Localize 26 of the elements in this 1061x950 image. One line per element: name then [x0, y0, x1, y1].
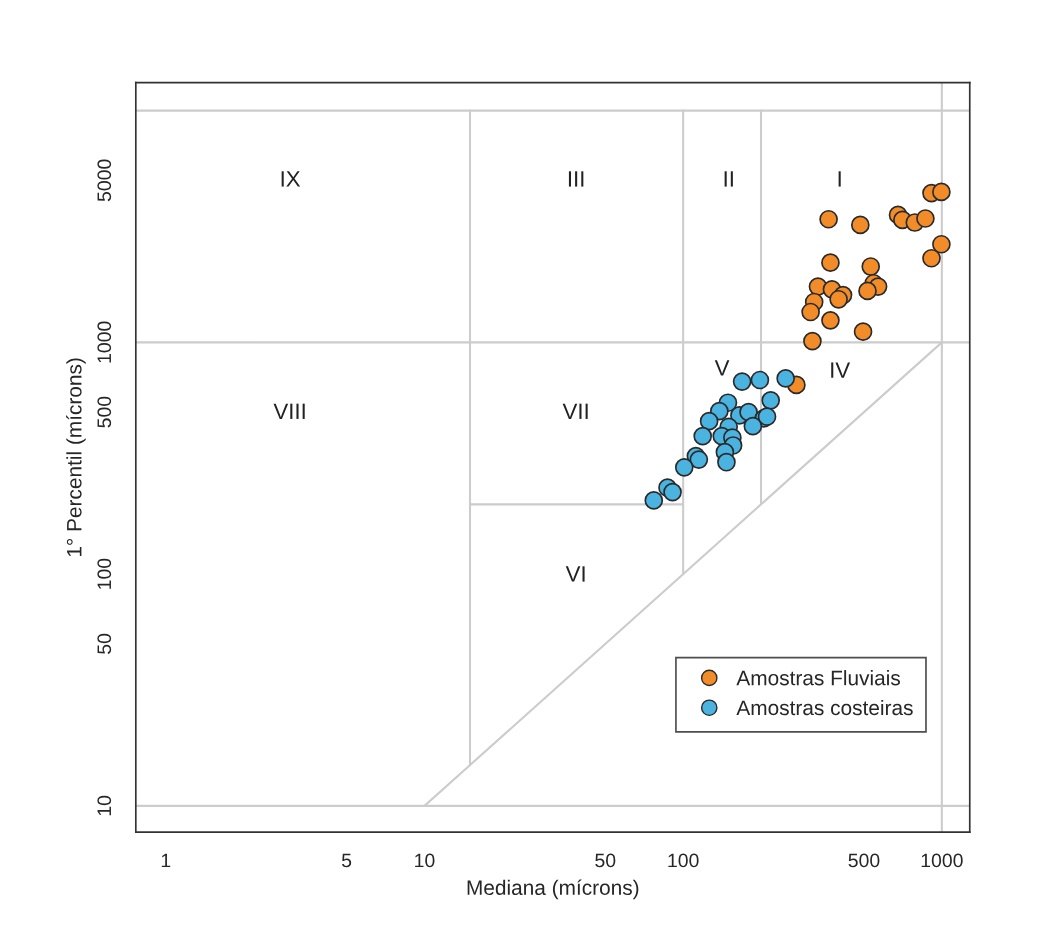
- y-tick-label: 100: [97, 558, 112, 589]
- y-tick-label: 5000: [97, 159, 112, 202]
- y-tick-label: 1000: [97, 321, 112, 363]
- x-tick-label: 1000: [921, 853, 963, 868]
- annotation: VI: [565, 566, 585, 582]
- annotation: IX: [281, 171, 301, 187]
- x-tick-label: 10: [415, 853, 435, 868]
- x-tick-label: 1: [161, 853, 171, 868]
- annotation: II: [724, 171, 733, 187]
- x-tick-label: 50: [595, 853, 616, 868]
- x-tick-label: 5: [341, 853, 352, 868]
- annotation: IV: [831, 362, 851, 378]
- annotation: VII: [562, 403, 588, 419]
- legend-label: Amostras Fluviais: [736, 670, 900, 686]
- y-tick-label: 500: [97, 396, 112, 428]
- annotation: VIII: [273, 403, 305, 419]
- y-tick-label: 50: [97, 633, 112, 654]
- legend-label: Amostras costeiras: [736, 699, 913, 716]
- x-tick-label: 100: [668, 853, 699, 868]
- annotation: V: [714, 360, 730, 376]
- annotation: I: [838, 171, 841, 187]
- y-axis-title: 1° Percentil (mícrons): [66, 358, 86, 557]
- x-axis-title: Mediana (mícrons): [467, 879, 639, 900]
- x-tick-label: 500: [848, 853, 880, 868]
- y-tick-label: 10: [97, 795, 112, 816]
- annotation: III: [568, 171, 584, 187]
